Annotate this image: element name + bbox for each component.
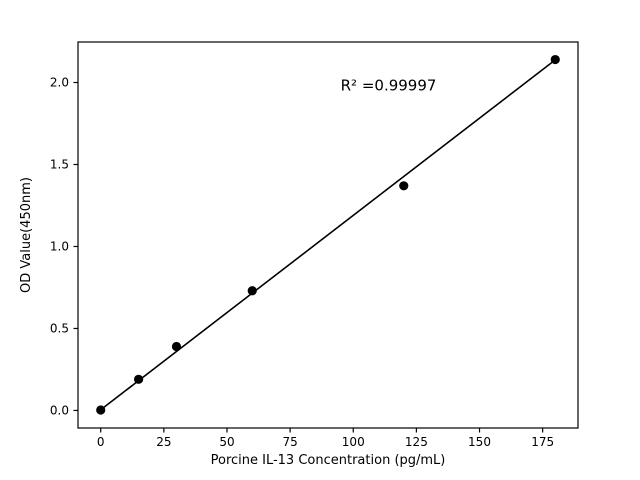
y-axis-label: OD Value(450nm): [19, 177, 34, 293]
x-tick-label: 175: [531, 435, 554, 449]
r-squared-annotation: R² =0.99997: [341, 77, 437, 95]
data-point: [171, 341, 182, 352]
y-tick-label: 0.5: [50, 322, 69, 336]
x-tick-label: 75: [282, 435, 297, 449]
x-tick-label: 100: [342, 435, 365, 449]
data-point: [134, 374, 144, 384]
data-point: [399, 181, 409, 191]
fit-line: [99, 59, 557, 411]
y-tick-label: 1.5: [50, 158, 69, 172]
y-tick-label: 0.0: [50, 404, 69, 418]
x-tick-label: 25: [156, 435, 171, 449]
x-axis-label: Porcine IL-13 Concentration (pg/mL): [211, 453, 446, 468]
data-point: [96, 405, 106, 415]
x-tick-label: 150: [468, 435, 491, 449]
x-tick-label: 125: [405, 435, 428, 449]
y-tick-label: 1.0: [50, 240, 69, 254]
axes-spines: [77, 41, 579, 429]
data-point: [550, 54, 560, 65]
x-tick-label: 0: [97, 435, 105, 449]
y-tick-label: 2.0: [50, 76, 69, 90]
data-point: [247, 286, 257, 296]
x-tick-label: 50: [219, 435, 234, 449]
